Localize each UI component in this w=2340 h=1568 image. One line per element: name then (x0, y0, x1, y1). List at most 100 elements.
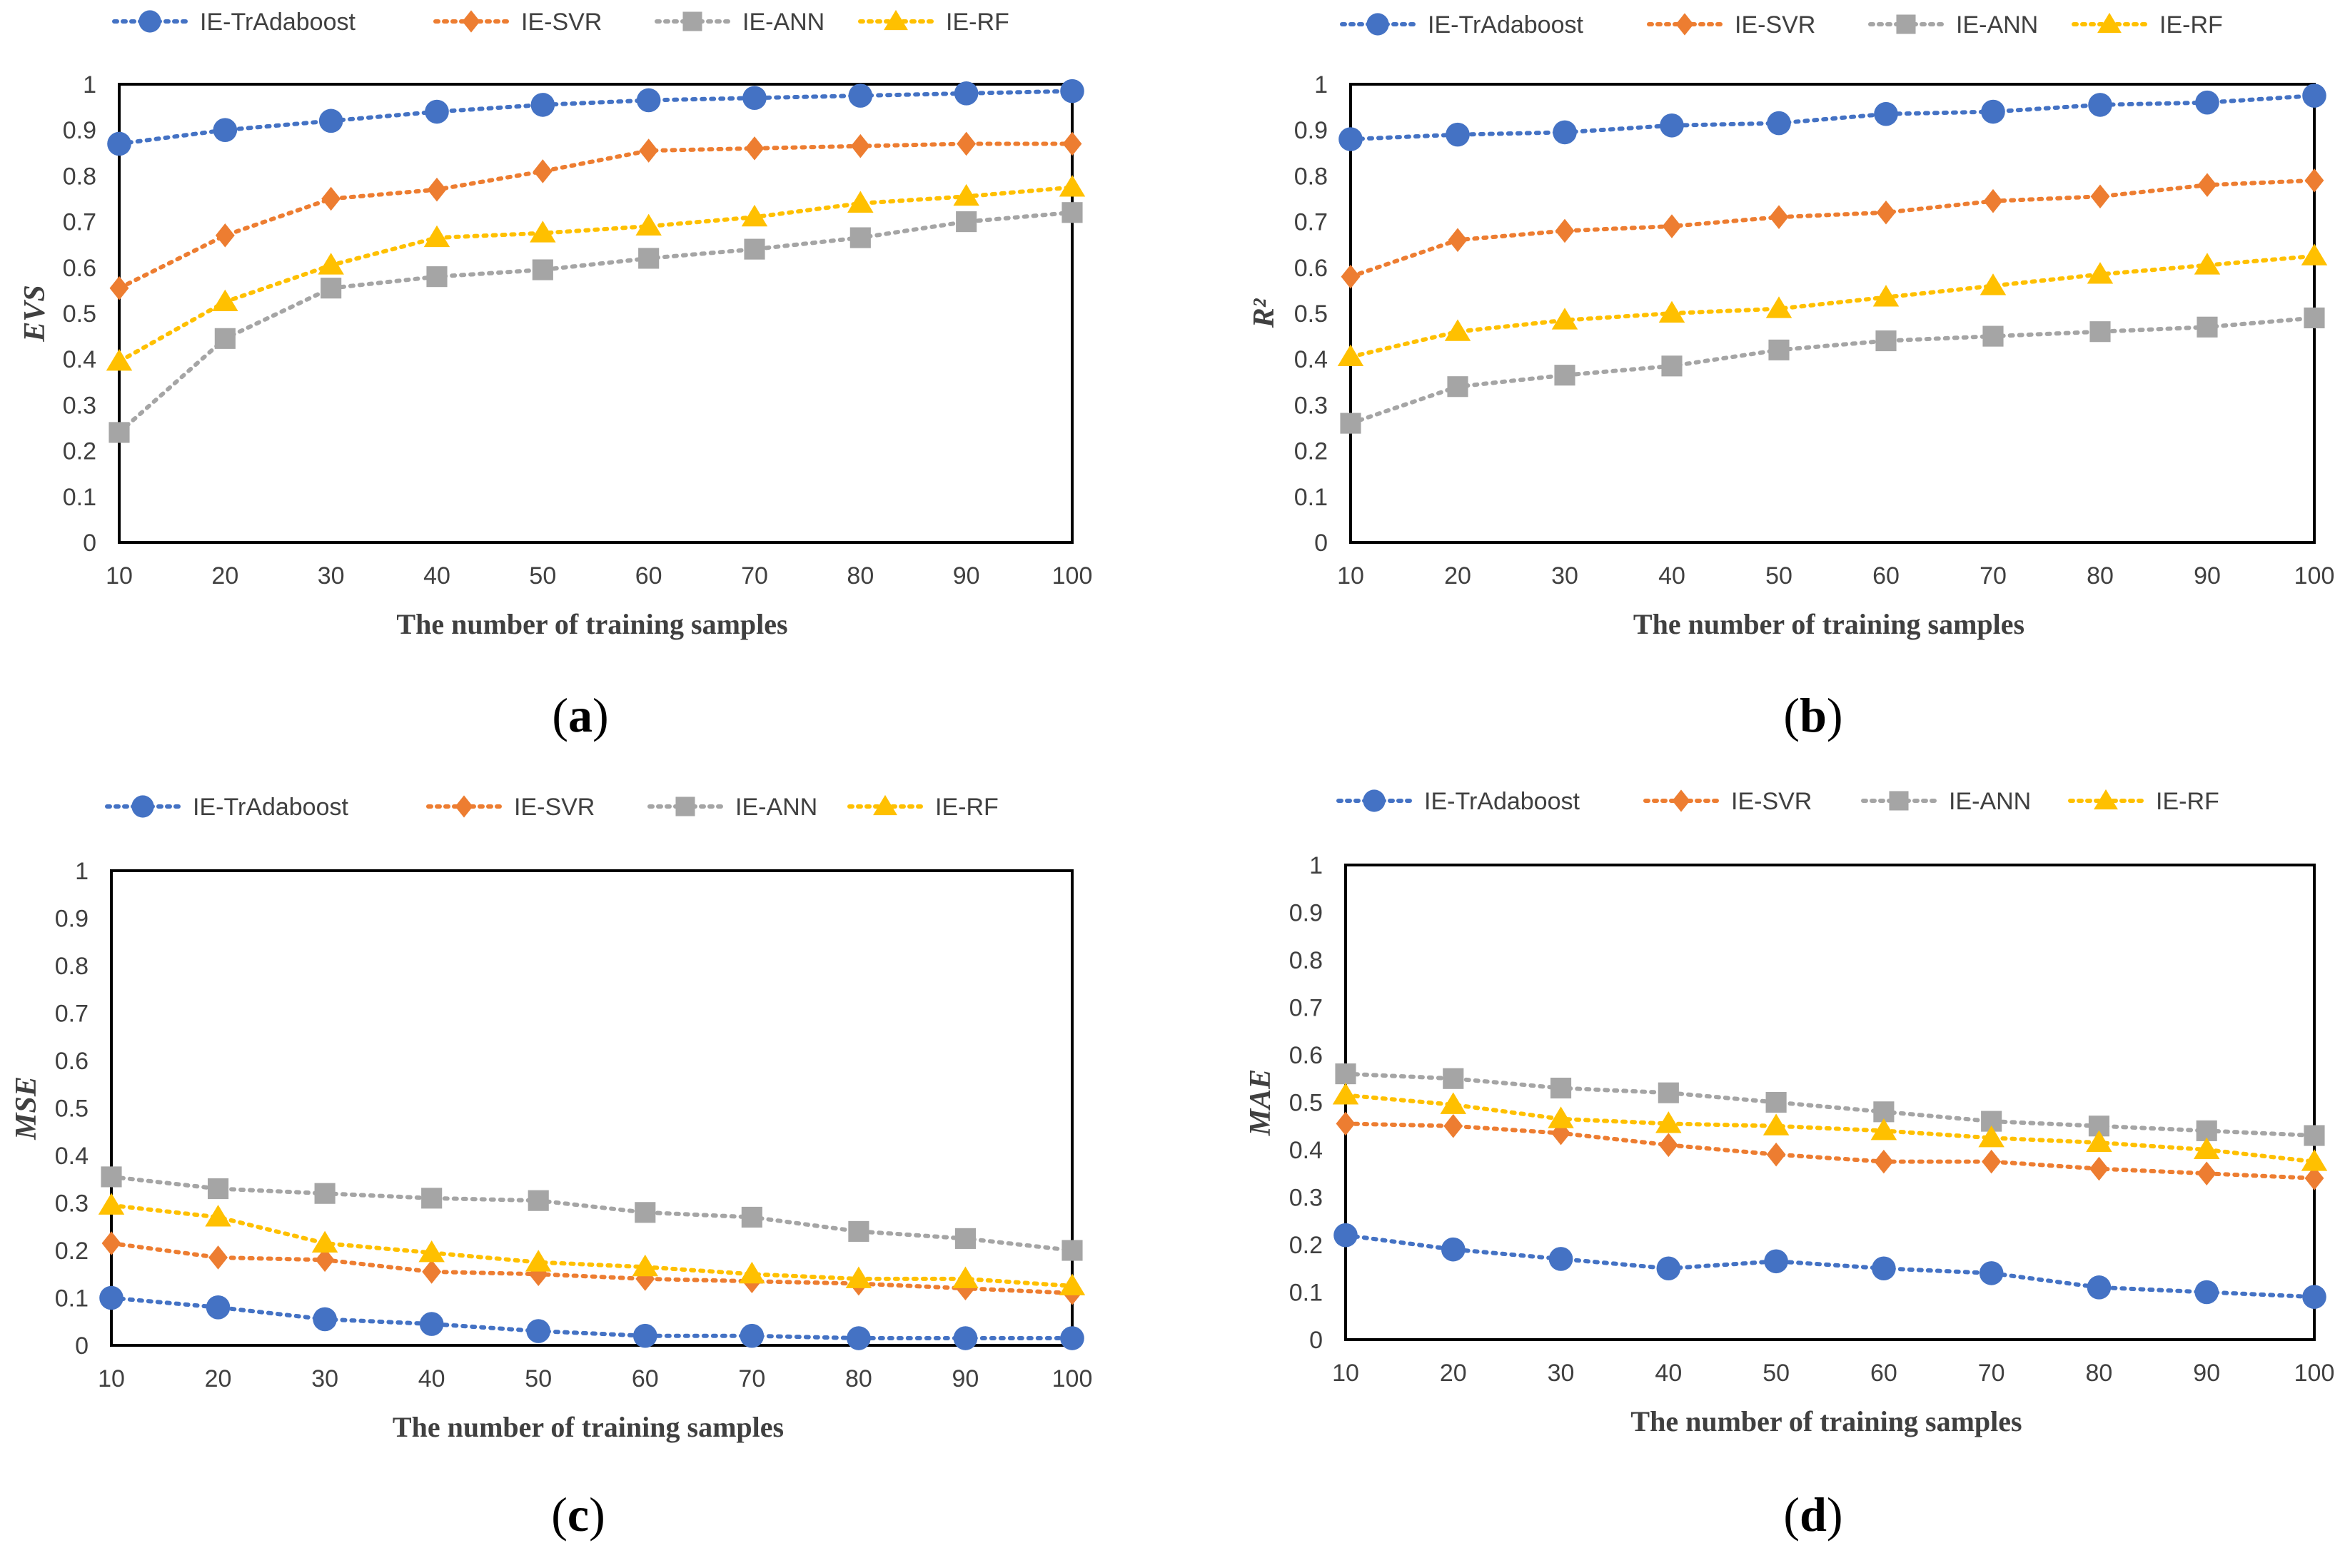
data-point (208, 1245, 228, 1270)
legend-label: IE-RF (2156, 788, 2219, 815)
series-ie-tradaboost (107, 79, 1084, 156)
data-point (2301, 1149, 2328, 1171)
data-point (636, 88, 661, 113)
series-line (117, 141, 1074, 290)
x-tick-label: 70 (1980, 562, 2007, 590)
data-point (1766, 1142, 1786, 1167)
series-ie-tradaboost (1333, 1223, 2326, 1309)
x-tick-label: 20 (211, 562, 238, 590)
legend-item: IE-SVR (1643, 788, 1812, 815)
legend-item: IE-ANN (655, 9, 824, 36)
data-point (1762, 1113, 1790, 1135)
data-point (2194, 1280, 2219, 1305)
data-point (954, 81, 979, 106)
x-tick-label: 20 (205, 1365, 232, 1392)
legend-label: IE-ANN (1956, 11, 2038, 39)
data-point (1338, 127, 1363, 151)
plot-area-frame (110, 869, 1074, 1347)
data-point (741, 204, 768, 227)
y-tick-label: 0.1 (1289, 1280, 1323, 1307)
legend-marker (2094, 789, 2118, 810)
y-tick-label: 0.5 (1289, 1090, 1323, 1117)
data-point (850, 133, 870, 158)
data-point (213, 118, 238, 142)
series-ie-ann (1340, 307, 2325, 434)
data-point (1550, 1077, 1572, 1099)
data-point (1447, 376, 1468, 398)
legend-label: IE-RF (946, 9, 1009, 36)
data-point (1658, 1133, 1678, 1158)
x-tick-label: 40 (418, 1365, 445, 1392)
data-point (957, 131, 977, 156)
y-tick-label: 0.9 (63, 117, 96, 144)
data-point (2304, 1166, 2324, 1190)
y-tick-label: 0.1 (55, 1285, 89, 1312)
series-ie-ann (109, 202, 1083, 443)
data-point (107, 131, 131, 156)
data-point (1764, 1249, 1788, 1274)
x-tick-label: 60 (635, 562, 662, 590)
x-tick-label: 10 (98, 1365, 125, 1392)
y-tick-label: 0.7 (1294, 209, 1328, 236)
y-tick-label: 0.7 (55, 1001, 89, 1028)
data-point (532, 259, 553, 280)
series-ie-svr (1336, 1111, 2324, 1190)
y-tick-label: 0.2 (55, 1238, 89, 1265)
series-line (1343, 1233, 2316, 1300)
data-point (2086, 1130, 2112, 1153)
series-line (1343, 1071, 2316, 1138)
data-point (530, 93, 555, 117)
y-axis-title: MSE (10, 1076, 43, 1140)
data-point (1441, 1237, 1466, 1262)
data-point (528, 1190, 549, 1211)
x-tick-label: 100 (1052, 1365, 1093, 1392)
legend-marker (1889, 791, 1909, 811)
data-point (1333, 1223, 1358, 1248)
x-tick-label: 20 (1440, 1360, 1467, 1387)
legend-marker (873, 794, 897, 816)
x-tick-label: 30 (1548, 1360, 1575, 1387)
legend-item: IE-ANN (1868, 11, 2038, 39)
series-ie-rf (1332, 1083, 2328, 1171)
panel-label: (c) (551, 1487, 605, 1542)
x-axis-title: The number of training samples (1630, 1405, 2022, 1437)
series-line (1348, 315, 2316, 426)
y-tick-label: 0.6 (55, 1048, 89, 1075)
legend-item: IE-RF (2072, 11, 2223, 39)
x-tick-label: 90 (2193, 1360, 2220, 1387)
y-tick-label: 0.4 (55, 1143, 89, 1170)
y-tick-label: 0.8 (1289, 947, 1323, 974)
x-tick-label: 30 (1551, 562, 1578, 590)
data-point (2089, 321, 2111, 343)
y-tick-label: 0.7 (63, 209, 96, 236)
legend-marker (455, 795, 473, 818)
legend-marker (675, 796, 695, 816)
legend-marker (1363, 789, 1386, 812)
x-tick-label: 70 (738, 1365, 765, 1392)
x-tick-label: 100 (2294, 562, 2335, 590)
data-point (101, 1166, 122, 1188)
data-point (1979, 1261, 2004, 1285)
data-point (1658, 1082, 1679, 1103)
legend-item: IE-TrAdaboost (1336, 788, 1580, 815)
series-line (109, 1295, 1074, 1341)
x-tick-label: 40 (423, 562, 450, 590)
series-ie-tradaboost (1338, 84, 2326, 151)
series-line (1348, 253, 2316, 359)
panel-label: (d) (1783, 1487, 1842, 1542)
data-point (954, 1228, 977, 1249)
series-line (117, 88, 1074, 146)
data-point (321, 186, 341, 211)
y-tick-label: 0 (83, 530, 96, 557)
y-tick-label: 0.9 (1289, 900, 1323, 927)
data-point (639, 138, 659, 163)
data-point (848, 1220, 869, 1242)
legend: IE-TrAdaboost IE-SVR IE-ANN IE-RF (1340, 11, 2223, 39)
data-point (321, 278, 342, 299)
data-point (106, 349, 133, 371)
legend-label: IE-TrAdaboost (1424, 788, 1580, 815)
x-tick-label: 60 (1870, 1360, 1897, 1387)
x-tick-label: 90 (2194, 562, 2221, 590)
data-point (215, 223, 235, 248)
